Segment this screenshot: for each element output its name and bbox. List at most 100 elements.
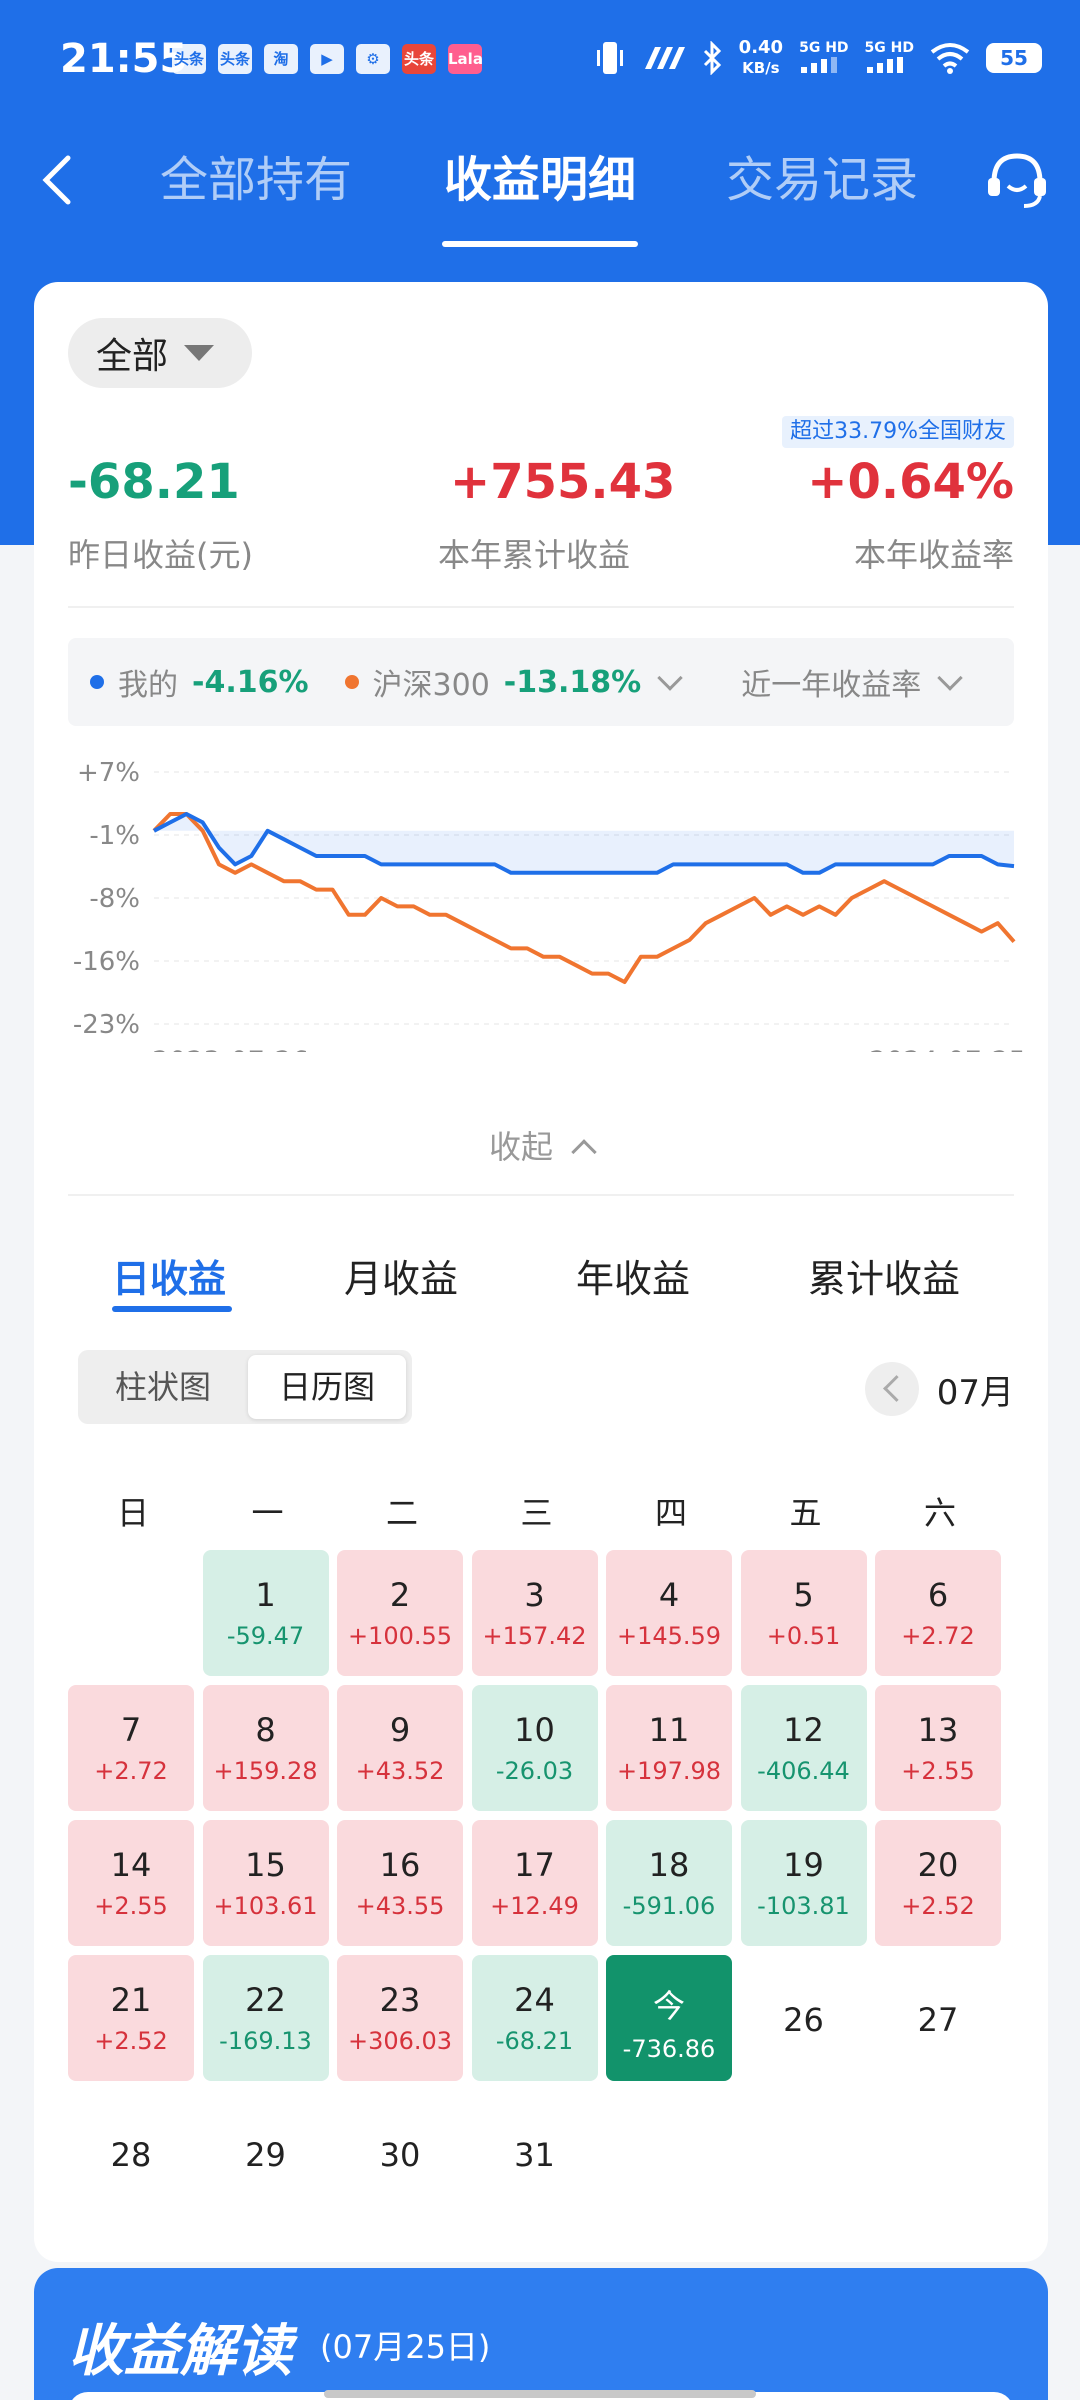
collapse-toggle[interactable]: 收起 — [34, 1122, 1048, 1168]
calendar-day-number: 9 — [389, 1711, 411, 1749]
divider — [68, 1194, 1014, 1196]
calendar-day-cell[interactable]: 14 +2.55 — [68, 1820, 194, 1946]
calendar-day-cell[interactable]: 4 +145.59 — [606, 1550, 732, 1676]
calendar-day-cell[interactable]: 12 -406.44 — [740, 1685, 867, 1811]
ytd-return-label: 本年收益率 — [853, 536, 1014, 574]
calendar-day-cell[interactable]: 17 +12.49 — [471, 1820, 598, 1946]
calendar-day-earnings: -591.06 — [622, 1892, 716, 1920]
calendar-day-cell[interactable]: 5 +0.51 — [740, 1550, 867, 1676]
customer-service-icon[interactable] — [982, 146, 1052, 216]
y-tick-label: -23% — [73, 1010, 140, 1040]
weekday-label: 六 — [923, 1494, 956, 1532]
weekday-label: 四 — [654, 1494, 687, 1532]
calendar-day-cell[interactable]: 18 -591.06 — [606, 1820, 732, 1946]
legend-index-selector[interactable]: 沪深300 -13.18% — [344, 660, 683, 704]
tab-monthly-earnings[interactable]: 月收益 — [344, 1257, 459, 1301]
period-selector[interactable]: 近一年收益率 — [741, 660, 963, 704]
calendar-day-cell[interactable]: 22 -169.13 — [202, 1955, 329, 2081]
back-arrow-icon[interactable] — [30, 150, 90, 210]
calendar-day-cell[interactable]: 11 +197.98 — [606, 1685, 732, 1811]
calendar-day-number: 今 — [652, 1987, 685, 2025]
video-app-icon: ▶ — [310, 44, 344, 74]
calendar-day-number: 6 — [927, 1576, 949, 1614]
calendar-day-number: 24 — [514, 1981, 555, 2019]
calendar-day-earnings: -68.21 — [495, 2027, 574, 2055]
calendar-day-number: 14 — [110, 1846, 152, 1884]
calendar-day-cell[interactable]: 1 -59.47 — [202, 1550, 329, 1676]
lala-app-icon: Lala — [448, 44, 483, 74]
calendar-day-earnings: -59.47 — [226, 1622, 305, 1650]
calendar-day-number: 21 — [110, 1981, 152, 2019]
ytd-earnings-value: +755.43 — [450, 454, 676, 510]
active-tab-indicator — [442, 241, 638, 247]
settings-app-icon: ⚙ — [356, 44, 390, 74]
calendar-day-earnings: +2.72 — [901, 1622, 975, 1650]
ytd-earnings-label: 本年累计收益 — [438, 536, 631, 574]
calendar-day-number: 16 — [379, 1846, 421, 1884]
nfc-icon — [644, 47, 685, 69]
calendar-day-number: 12 — [783, 1711, 824, 1749]
signal-1: 5G HD — [799, 39, 849, 77]
chevron-down-icon — [657, 665, 683, 691]
prev-month-button[interactable] — [864, 1362, 919, 1416]
calendar-day-cell: 28 — [68, 2090, 194, 2216]
calendar-day-number: 23 — [379, 1981, 421, 2019]
index-dot-icon — [344, 675, 359, 689]
filter-label: 全部 — [96, 336, 169, 377]
status-right-icons: 0.40 KB/s 5G HD 5G HD 55 — [595, 38, 1042, 78]
weekday-label: 日 — [116, 1494, 149, 1532]
calendar-day-cell[interactable]: 19 -103.81 — [740, 1820, 867, 1946]
calendar-day-earnings: -736.86 — [622, 2035, 716, 2063]
weekday-label: 五 — [789, 1494, 822, 1532]
yesterday-earnings-label: 昨日收益(元) — [68, 536, 253, 574]
tab-daily-earnings[interactable]: 日收益 — [112, 1257, 227, 1301]
tab-transactions[interactable]: 交易记录 — [726, 152, 919, 208]
calendar-day-cell[interactable]: 15 +103.61 — [202, 1820, 329, 1946]
month-label[interactable]: 07月 — [936, 1372, 1014, 1413]
calendar-day-cell[interactable]: 9 +43.52 — [337, 1685, 463, 1811]
calendar-day-cell[interactable]: 21 +2.52 — [68, 1955, 194, 2081]
scroll-indicator — [324, 2390, 756, 2398]
calendar-day-earnings: +0.51 — [766, 1622, 841, 1650]
x-axis-label: 2024-07-25 — [869, 1046, 1026, 1052]
y-tick-label: +7% — [77, 758, 140, 788]
calendar-day-number: 2 — [389, 1576, 411, 1614]
calendar-day-cell[interactable]: 今 -736.86 — [606, 1955, 732, 2081]
x-axis-label: 2023-07-26 — [152, 1046, 309, 1052]
subtab-indicator — [112, 1306, 232, 1312]
calendar-day-cell: 31 — [472, 2090, 598, 2216]
calendar-day-cell[interactable]: 7 +2.72 — [68, 1685, 194, 1811]
earnings-card: 全部 超过33.79%全国财友 -68.21 昨日收益(元) +755.43 本… — [34, 282, 1048, 2262]
calendar-day-cell[interactable]: 8 +159.28 — [202, 1685, 329, 1811]
calendar-day-cell[interactable]: 6 +2.72 — [875, 1550, 1001, 1676]
holding-filter-dropdown[interactable]: 全部 — [68, 318, 252, 388]
calendar-view-button[interactable]: 日历图 — [248, 1355, 406, 1419]
calendar-day-earnings: +2.52 — [901, 1892, 975, 1920]
calendar-day-cell: 27 — [875, 1955, 1001, 2081]
wifi-icon — [930, 43, 970, 74]
calendar-day-cell[interactable]: 3 +157.42 — [471, 1550, 598, 1676]
calendar-day-cell[interactable]: 2 +100.55 — [337, 1550, 463, 1676]
calendar-day-cell[interactable]: 16 +43.55 — [337, 1820, 463, 1946]
calendar-day-number: 18 — [648, 1846, 690, 1884]
calendar-day-number: 22 — [245, 1981, 286, 2019]
calendar-day-number: 3 — [524, 1576, 545, 1614]
calendar-day-cell[interactable]: 23 +306.03 — [337, 1955, 463, 2081]
rank-badge: 超过33.79%全国财友 — [782, 416, 1014, 448]
bar-view-button[interactable]: 柱状图 — [114, 1368, 211, 1406]
calendar-day-number: 15 — [245, 1846, 286, 1884]
calendar-day-earnings: +43.55 — [355, 1892, 445, 1920]
tab-cumulative-earnings[interactable]: 累计收益 — [808, 1257, 961, 1301]
calendar-day-earnings: -406.44 — [757, 1757, 850, 1785]
calendar-day-earnings: +103.61 — [213, 1892, 318, 1920]
calendar-day-cell[interactable]: 24 -68.21 — [471, 1955, 598, 2081]
tab-yearly-earnings[interactable]: 年收益 — [576, 1257, 691, 1301]
tab-all-holdings[interactable]: 全部持有 — [160, 152, 353, 208]
calendar-day-cell[interactable]: 20 +2.52 — [875, 1820, 1001, 1946]
calendar-day-number: 20 — [917, 1846, 959, 1884]
tab-earnings-detail[interactable]: 收益明细 — [444, 152, 637, 208]
calendar-day-cell[interactable]: 10 -26.03 — [471, 1685, 598, 1811]
calendar-day-number: 30 — [379, 2136, 421, 2174]
calendar-day-cell[interactable]: 13 +2.55 — [875, 1685, 1001, 1811]
toutiao-red-app-icon: 头条 — [402, 44, 436, 74]
